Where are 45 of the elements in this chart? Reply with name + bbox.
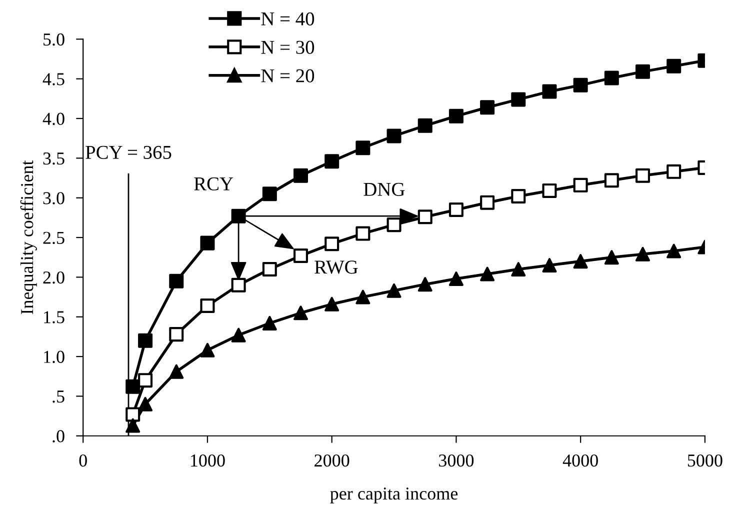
- y-tick-label: 1.5: [44, 311, 64, 324]
- point: [448, 272, 464, 286]
- point: [418, 277, 432, 292]
- y-tick-label: 1.0: [44, 350, 64, 364]
- point: [169, 364, 184, 379]
- point: [324, 296, 340, 312]
- point: [200, 342, 215, 358]
- point: [386, 283, 402, 298]
- x-tick-label: 2000: [314, 454, 350, 467]
- x-axis-title: per capita income: [330, 488, 458, 504]
- legend-label: N = 30: [261, 40, 314, 54]
- y-tick-label: .0: [52, 430, 64, 442]
- y-tick-label: 5.0: [44, 33, 64, 46]
- point: [573, 254, 588, 269]
- point: [293, 306, 308, 320]
- point: [636, 246, 650, 262]
- point: [231, 328, 246, 342]
- y-tick-label: 3.0: [43, 192, 64, 204]
- y-tick-label: .5: [52, 390, 64, 403]
- point: [511, 262, 526, 277]
- point: [126, 418, 140, 433]
- annotation: RWG: [314, 260, 358, 274]
- legend-label: N = 40: [261, 12, 314, 26]
- point: [666, 244, 682, 258]
- y-tick-label: 4.5: [42, 73, 64, 86]
- point: [542, 258, 557, 273]
- annotation: DNG: [364, 182, 405, 196]
- point: [356, 290, 370, 304]
- ref-line-label: PCY = 365: [86, 146, 172, 159]
- x-tick-label: 4000: [562, 454, 598, 467]
- annotation: RCY: [194, 177, 234, 190]
- point: [138, 396, 153, 412]
- point: [262, 316, 277, 330]
- y-tick-label: 3.5: [43, 152, 64, 165]
- x-tick-label: 3000: [439, 454, 474, 467]
- y-tick-label: 2.5: [43, 232, 64, 244]
- point: [604, 250, 619, 265]
- x-tick-label: 5000: [688, 454, 722, 467]
- point: [480, 266, 495, 282]
- x-tick-label: 0: [79, 454, 87, 467]
- y-tick-label: 2.0: [43, 271, 64, 284]
- legend-label: N = 20: [261, 69, 314, 82]
- x-tick-label: 1000: [191, 454, 225, 467]
- y-tick-label: 4.0: [42, 112, 64, 126]
- y-axis-title: Inequality coefficient: [20, 160, 37, 314]
